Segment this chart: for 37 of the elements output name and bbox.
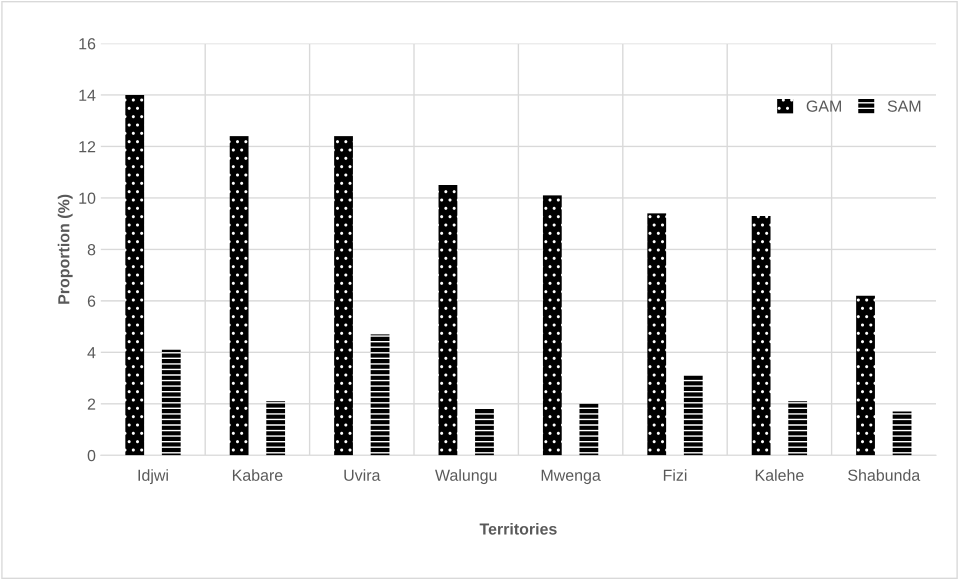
y-tick-label: 8 — [88, 244, 96, 256]
bar — [438, 185, 458, 456]
bar — [579, 404, 598, 456]
bar — [230, 136, 249, 456]
bar — [856, 296, 875, 456]
x-tick-label: Kalehe — [756, 469, 804, 481]
x-tick-label: Walungu — [435, 469, 496, 484]
bar — [684, 376, 703, 456]
x-tick-label: Idjwi — [138, 469, 168, 484]
bar — [370, 334, 390, 456]
x-axis-title: Territories — [480, 522, 557, 535]
x-tick-label: Fizi — [664, 469, 686, 481]
bar — [752, 216, 771, 456]
bar — [125, 94, 144, 456]
bar — [162, 350, 181, 456]
x-tick-label: Mwenga — [542, 470, 601, 484]
bar — [334, 136, 353, 456]
y-tick-label: 0 — [88, 450, 96, 462]
y-axis-title: Proportion (%) — [58, 194, 73, 304]
bar — [647, 213, 666, 456]
x-tick-label: Shabunda — [848, 469, 920, 481]
y-tick-label: 4 — [87, 347, 96, 358]
legend-label: GAM — [806, 100, 841, 112]
bar — [266, 401, 286, 456]
y-tick-label: 6 — [88, 296, 96, 307]
y-tick-label: 2 — [88, 398, 96, 410]
x-tick-label: Uvira — [344, 469, 380, 481]
y-tick-label: 14 — [79, 90, 96, 101]
y-tick-label: 16 — [79, 38, 96, 50]
bar — [892, 412, 912, 456]
legend-label: SAM — [888, 100, 920, 112]
bar — [788, 401, 808, 456]
bar — [475, 408, 494, 456]
x-tick-label: Kabare — [232, 469, 282, 481]
y-tick-label: 12 — [79, 141, 96, 152]
y-tick-label: 10 — [79, 192, 96, 204]
bar — [542, 195, 562, 456]
